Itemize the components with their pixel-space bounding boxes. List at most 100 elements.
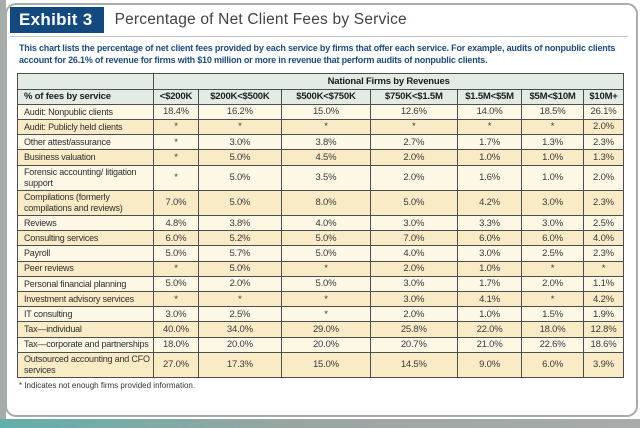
table-row: Outsourced accounting and CFO services 2… (16, 351, 625, 379)
cell-value: 9.0% (456, 351, 523, 379)
cell-value: * (197, 291, 283, 308)
cell-value: 5.0% (197, 189, 283, 217)
row-label: Payroll (16, 245, 155, 262)
page-left-edge (0, 0, 6, 428)
column-header: <$200K (153, 88, 199, 105)
cell-value: * (281, 306, 371, 323)
page-bottom-edge (0, 419, 640, 428)
cell-value: * (521, 118, 584, 136)
exhibit-description: This chart lists the percentage of net c… (19, 43, 616, 65)
table-row: Forensic accounting/ litigation support … (16, 164, 625, 191)
cell-value: 4.2% (582, 291, 625, 308)
row-label: Investment advisory services (16, 291, 155, 308)
cell-value: * (281, 260, 371, 277)
cell-value: 2.0% (582, 118, 625, 136)
row-label: IT consulting (16, 306, 155, 323)
table-row: Tax—corporate and partnerships 18.0% 20.0… (16, 336, 625, 353)
cell-value: 17.3% (197, 351, 283, 379)
cell-value: * (153, 164, 199, 191)
cell-value: 4.0% (281, 215, 371, 232)
cell-value: 3.0% (369, 275, 458, 293)
cell-value: 12.6% (369, 103, 458, 120)
column-header: $10M+ (582, 88, 625, 105)
cell-value: 1.9% (582, 306, 625, 323)
cell-value: 5.0% (197, 149, 283, 166)
cell-value: 2.0% (582, 164, 625, 191)
cell-value: 26.1% (582, 103, 625, 120)
cell-value: * (521, 260, 584, 277)
cell-value: 4.2% (456, 189, 523, 217)
cell-value: 4.0% (582, 230, 625, 247)
table-row: Reviews 4.8% 3.8% 4.0% 3.0% 3.3% 3.0% 2.5% (16, 215, 625, 232)
cell-value: 4.5% (281, 149, 371, 166)
cell-value: 3.0% (153, 306, 199, 323)
cell-value: 2.0% (369, 306, 458, 323)
table-row: Compilations (formerly compilations and … (16, 189, 625, 217)
table-row: Personal financial planning 5.0% 2.0% 5.0%… (16, 275, 625, 293)
footnote: * Indicates not enough firms provided in… (19, 381, 196, 391)
cell-value: * (153, 260, 199, 277)
row-label: Audit: Publicly held clients (16, 118, 155, 136)
column-header: $1.5M<$5M (456, 88, 523, 105)
cell-value: 14.0% (456, 103, 523, 120)
cell-value: 27.0% (153, 351, 199, 379)
cell-value: 18.0% (153, 336, 199, 353)
cell-value: * (153, 118, 199, 136)
cell-value: 5.0% (153, 245, 199, 262)
cell-value: * (582, 260, 625, 277)
cell-value: 4.8% (153, 215, 199, 232)
cell-value: 2.7% (369, 134, 458, 151)
cell-value: 18.6% (582, 336, 625, 353)
cell-value: 1.0% (456, 260, 523, 277)
cell-value: 21.0% (456, 336, 523, 353)
cell-value: 16.2% (197, 103, 283, 120)
column-header: $750K<$1.5M (369, 88, 458, 105)
corner-cell (16, 73, 155, 90)
row-label: Peer reviews (16, 260, 155, 277)
column-header: $500K<$750K (281, 88, 371, 105)
cell-value: 1.0% (456, 149, 523, 166)
cell-value: 1.6% (456, 164, 523, 191)
table-row: Peer reviews * 5.0% * 2.0% 1.0% * * (16, 260, 625, 277)
group-header: National Firms by Revenues (153, 73, 624, 90)
cell-value: 2.0% (521, 275, 584, 293)
cell-value: 1.7% (456, 275, 523, 293)
cell-value: 2.3% (582, 134, 625, 151)
cell-value: 2.3% (582, 245, 625, 262)
cell-value: 18.5% (521, 103, 584, 120)
cell-value: * (153, 149, 199, 166)
cell-value: 15.0% (281, 103, 371, 120)
cell-value: * (197, 118, 283, 136)
cell-value: * (281, 291, 371, 308)
table-row: Audit: Publicly held clients * * * * * * 2.0% (16, 118, 625, 136)
cell-value: 7.0% (153, 189, 199, 217)
table-row: Other attest/assurance * 3.0% 3.8% 2.7% 1.7%… (16, 134, 625, 151)
cell-value: 5.0% (369, 189, 458, 217)
cell-value: 20.0% (197, 336, 283, 353)
cell-value: 6.0% (153, 230, 199, 247)
table-head: National Firms by Revenues % of fees by … (16, 73, 625, 105)
row-label: Compilations (formerly compilations and … (16, 189, 155, 217)
cell-value: 1.0% (521, 164, 584, 191)
cell-value: 6.0% (456, 230, 523, 247)
cell-value: 22.6% (521, 336, 584, 353)
cell-value: 2.0% (197, 275, 283, 293)
cell-value: 3.0% (197, 134, 283, 151)
column-header: $5M<$10M (521, 88, 584, 105)
cell-value: 1.0% (456, 306, 523, 323)
cell-value: 20.0% (281, 336, 371, 353)
table-row: IT consulting 3.0% 2.5% * 2.0% 1.0% 1.5% 1.9% (16, 306, 625, 323)
row-label: Audit: Nonpublic clients (16, 103, 155, 120)
cell-value: 40.0% (153, 321, 199, 338)
cell-value: 1.3% (582, 149, 625, 166)
cell-value: 2.5% (521, 245, 584, 262)
table-row: Audit: Nonpublic clients 18.4% 16.2% 15.0%… (16, 103, 625, 120)
table-row: Investment advisory services * * * 3.0% 4.1%… (16, 291, 625, 308)
row-label: Outsourced accounting and CFO services (16, 351, 155, 379)
cell-value: 3.9% (582, 351, 625, 379)
cell-value: 3.0% (521, 215, 584, 232)
cell-value: * (153, 291, 199, 308)
row-label: Forensic accounting/ litigation support (16, 164, 155, 191)
cell-value: 29.0% (281, 321, 371, 338)
cell-value: 3.0% (369, 215, 458, 232)
